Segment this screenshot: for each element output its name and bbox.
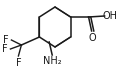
Text: F: F bbox=[2, 44, 8, 54]
Text: OH: OH bbox=[102, 11, 117, 21]
Text: F: F bbox=[16, 58, 21, 68]
Text: NH₂: NH₂ bbox=[43, 57, 62, 67]
Text: F: F bbox=[3, 35, 9, 45]
Text: O: O bbox=[89, 33, 96, 43]
